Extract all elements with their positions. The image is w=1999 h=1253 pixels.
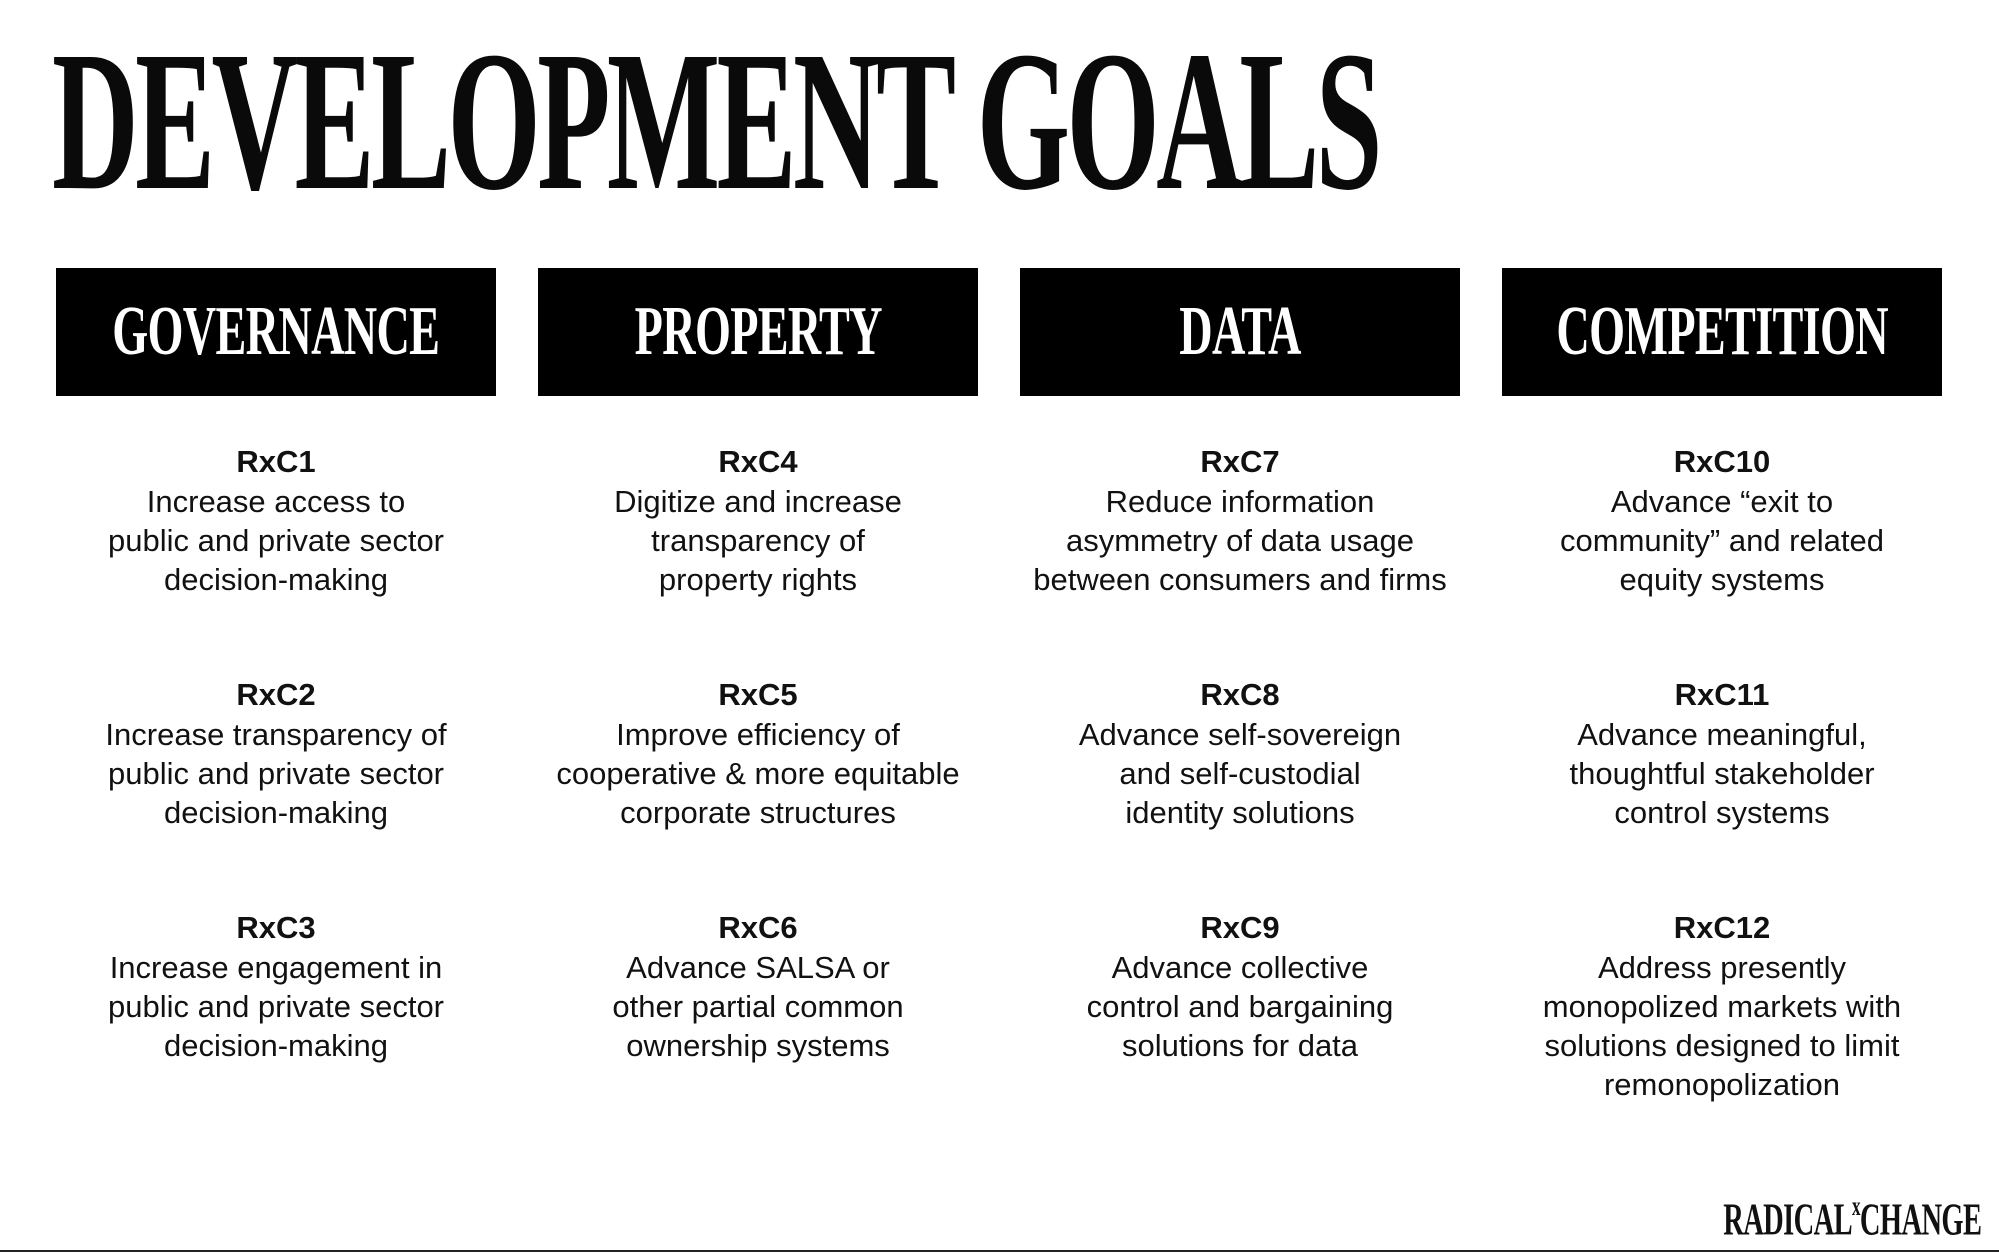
goal-item: RxC4 Digitize and increase transparency …: [538, 442, 978, 675]
column-header-governance: GOVERNANCE: [56, 268, 496, 396]
goal-item: RxC12 Address presently monopolized mark…: [1502, 908, 1942, 1141]
column-data: DATA RxC7 Reduce information asymmetry o…: [1020, 268, 1460, 1141]
goal-list-property: RxC4 Digitize and increase transparency …: [538, 442, 978, 1141]
goal-description: Advance SALSA or other partial common ow…: [612, 950, 904, 1063]
goal-description: Reduce information asymmetry of data usa…: [1033, 484, 1447, 597]
column-property: PROPERTY RxC4 Digitize and increase tran…: [538, 268, 978, 1141]
goal-description: Advance collective control and bargainin…: [1086, 950, 1394, 1063]
goal-item: RxC5 Improve efficiency of cooperative &…: [538, 675, 978, 908]
goal-item: RxC2 Increase transparency of public and…: [56, 675, 496, 908]
goal-description: Advance meaningful, thoughtful stakehold…: [1569, 717, 1875, 830]
goal-code: RxC6: [718, 910, 798, 945]
goal-code: RxC7: [1200, 444, 1280, 479]
logo-text-left: RADICAL: [1722, 1193, 1852, 1245]
logo-text-right: CHANGE: [1859, 1193, 1982, 1245]
goal-code: RxC4: [718, 444, 798, 479]
column-header-property: PROPERTY: [538, 268, 978, 396]
goal-description: Advance “exit to community” and related …: [1560, 484, 1884, 597]
column-header-competition: COMPETITION: [1502, 268, 1942, 396]
radicalxchange-logo: RADICALxCHANGE: [1722, 1190, 1982, 1245]
goal-description: Increase transparency of public and priv…: [105, 717, 447, 830]
goal-item: RxC3 Increase engagement in public and p…: [56, 908, 496, 1141]
column-competition: COMPETITION RxC10 Advance “exit to commu…: [1502, 268, 1942, 1141]
goal-code: RxC1: [236, 444, 316, 479]
footer-divider: [0, 1250, 1999, 1252]
goal-code: RxC5: [718, 677, 798, 712]
column-header-label: COMPETITION: [1556, 293, 1888, 370]
goal-item: RxC9 Advance collective control and barg…: [1020, 908, 1460, 1141]
goal-list-data: RxC7 Reduce information asymmetry of dat…: [1020, 442, 1460, 1141]
goal-description: Improve efficiency of cooperative & more…: [556, 717, 960, 830]
goal-item: RxC10 Advance “exit to community” and re…: [1502, 442, 1942, 675]
goal-code: RxC11: [1674, 677, 1770, 712]
goal-description: Digitize and increase transparency of pr…: [614, 484, 902, 597]
goal-columns: GOVERNANCE RxC1 Increase access to publi…: [56, 268, 1942, 1141]
goal-item: RxC7 Reduce information asymmetry of dat…: [1020, 442, 1460, 675]
goal-item: RxC11 Advance meaningful, thoughtful sta…: [1502, 675, 1942, 908]
goal-list-governance: RxC1 Increase access to public and priva…: [56, 442, 496, 1141]
goal-list-competition: RxC10 Advance “exit to community” and re…: [1502, 442, 1942, 1141]
column-header-label: DATA: [1179, 293, 1301, 370]
logo-superscript: x: [1851, 1190, 1861, 1221]
goal-description: Increase engagement in public and privat…: [107, 950, 445, 1063]
column-header-data: DATA: [1020, 268, 1460, 396]
goal-item: RxC6 Advance SALSA or other partial comm…: [538, 908, 978, 1141]
goal-code: RxC3: [236, 910, 316, 945]
goal-code: RxC10: [1673, 444, 1771, 479]
goal-code: RxC8: [1200, 677, 1280, 712]
column-header-label: GOVERNANCE: [112, 293, 440, 370]
goal-code: RxC9: [1200, 910, 1280, 945]
goal-code: RxC2: [236, 677, 316, 712]
page-title: DEVELOPMENT GOALS: [52, 11, 1382, 232]
goal-description: Advance self-sovereign and self-custodia…: [1078, 717, 1402, 830]
goal-item: RxC1 Increase access to public and priva…: [56, 442, 496, 675]
goal-description: Address presently monopolized markets wi…: [1542, 950, 1902, 1102]
goal-item: RxC8 Advance self-sovereign and self-cus…: [1020, 675, 1460, 908]
goal-description: Increase access to public and private se…: [107, 484, 445, 597]
goal-code: RxC12: [1673, 910, 1771, 945]
column-header-label: PROPERTY: [634, 293, 882, 370]
column-governance: GOVERNANCE RxC1 Increase access to publi…: [56, 268, 496, 1141]
